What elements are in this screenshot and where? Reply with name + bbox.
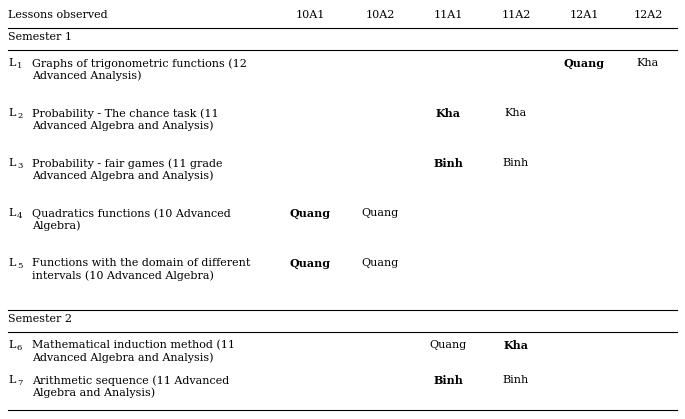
Text: Quang: Quang	[362, 258, 399, 268]
Text: Binh: Binh	[503, 375, 529, 385]
Text: Kha: Kha	[503, 340, 529, 351]
Text: Quang: Quang	[564, 58, 605, 69]
Text: Semester 2: Semester 2	[8, 314, 72, 324]
Text: 5: 5	[17, 262, 23, 270]
Text: L: L	[8, 258, 15, 268]
Text: Kha: Kha	[436, 108, 460, 119]
Text: 2: 2	[17, 112, 22, 120]
Text: Graphs of trigonometric functions (12: Graphs of trigonometric functions (12	[32, 58, 247, 69]
Text: Semester 1: Semester 1	[8, 32, 72, 42]
Text: Advanced Algebra and Analysis): Advanced Algebra and Analysis)	[32, 170, 214, 181]
Text: L: L	[8, 158, 15, 168]
Text: 11A2: 11A2	[501, 10, 531, 20]
Text: 12A1: 12A1	[569, 10, 599, 20]
Text: 11A1: 11A1	[434, 10, 462, 20]
Text: Binh: Binh	[433, 158, 463, 169]
Text: 4: 4	[17, 212, 23, 220]
Text: Advanced Algebra and Analysis): Advanced Algebra and Analysis)	[32, 120, 214, 131]
Text: Mathematical induction method (11: Mathematical induction method (11	[32, 340, 235, 350]
Text: Binh: Binh	[503, 158, 529, 168]
Text: L: L	[8, 108, 15, 118]
Text: Advanced Algebra and Analysis): Advanced Algebra and Analysis)	[32, 352, 214, 362]
Text: L: L	[8, 375, 15, 385]
Text: Binh: Binh	[433, 375, 463, 386]
Text: Probability - fair games (11 grade: Probability - fair games (11 grade	[32, 158, 223, 168]
Text: Kha: Kha	[505, 108, 527, 118]
Text: 10A1: 10A1	[295, 10, 325, 20]
Text: Quang: Quang	[362, 208, 399, 218]
Text: L: L	[8, 340, 15, 350]
Text: Quadratics functions (10 Advanced: Quadratics functions (10 Advanced	[32, 208, 231, 219]
Text: Lessons observed: Lessons observed	[8, 10, 108, 20]
Text: 6: 6	[17, 344, 22, 352]
Text: 10A2: 10A2	[365, 10, 395, 20]
Text: 3: 3	[17, 162, 23, 170]
Text: L: L	[8, 58, 15, 68]
Text: Probability - The chance task (11: Probability - The chance task (11	[32, 108, 219, 119]
Text: L: L	[8, 208, 15, 218]
Text: Functions with the domain of different: Functions with the domain of different	[32, 258, 251, 268]
Text: Kha: Kha	[637, 58, 659, 68]
Text: Advanced Analysis): Advanced Analysis)	[32, 70, 142, 80]
Text: Quang: Quang	[290, 208, 331, 219]
Text: Arithmetic sequence (11 Advanced: Arithmetic sequence (11 Advanced	[32, 375, 229, 385]
Text: Algebra and Analysis): Algebra and Analysis)	[32, 387, 155, 398]
Text: Algebra): Algebra)	[32, 220, 81, 230]
Text: Quang: Quang	[429, 340, 466, 350]
Text: 7: 7	[17, 379, 23, 387]
Text: 12A2: 12A2	[634, 10, 662, 20]
Text: Quang: Quang	[290, 258, 331, 269]
Text: intervals (10 Advanced Algebra): intervals (10 Advanced Algebra)	[32, 270, 214, 281]
Text: 1: 1	[17, 62, 23, 70]
